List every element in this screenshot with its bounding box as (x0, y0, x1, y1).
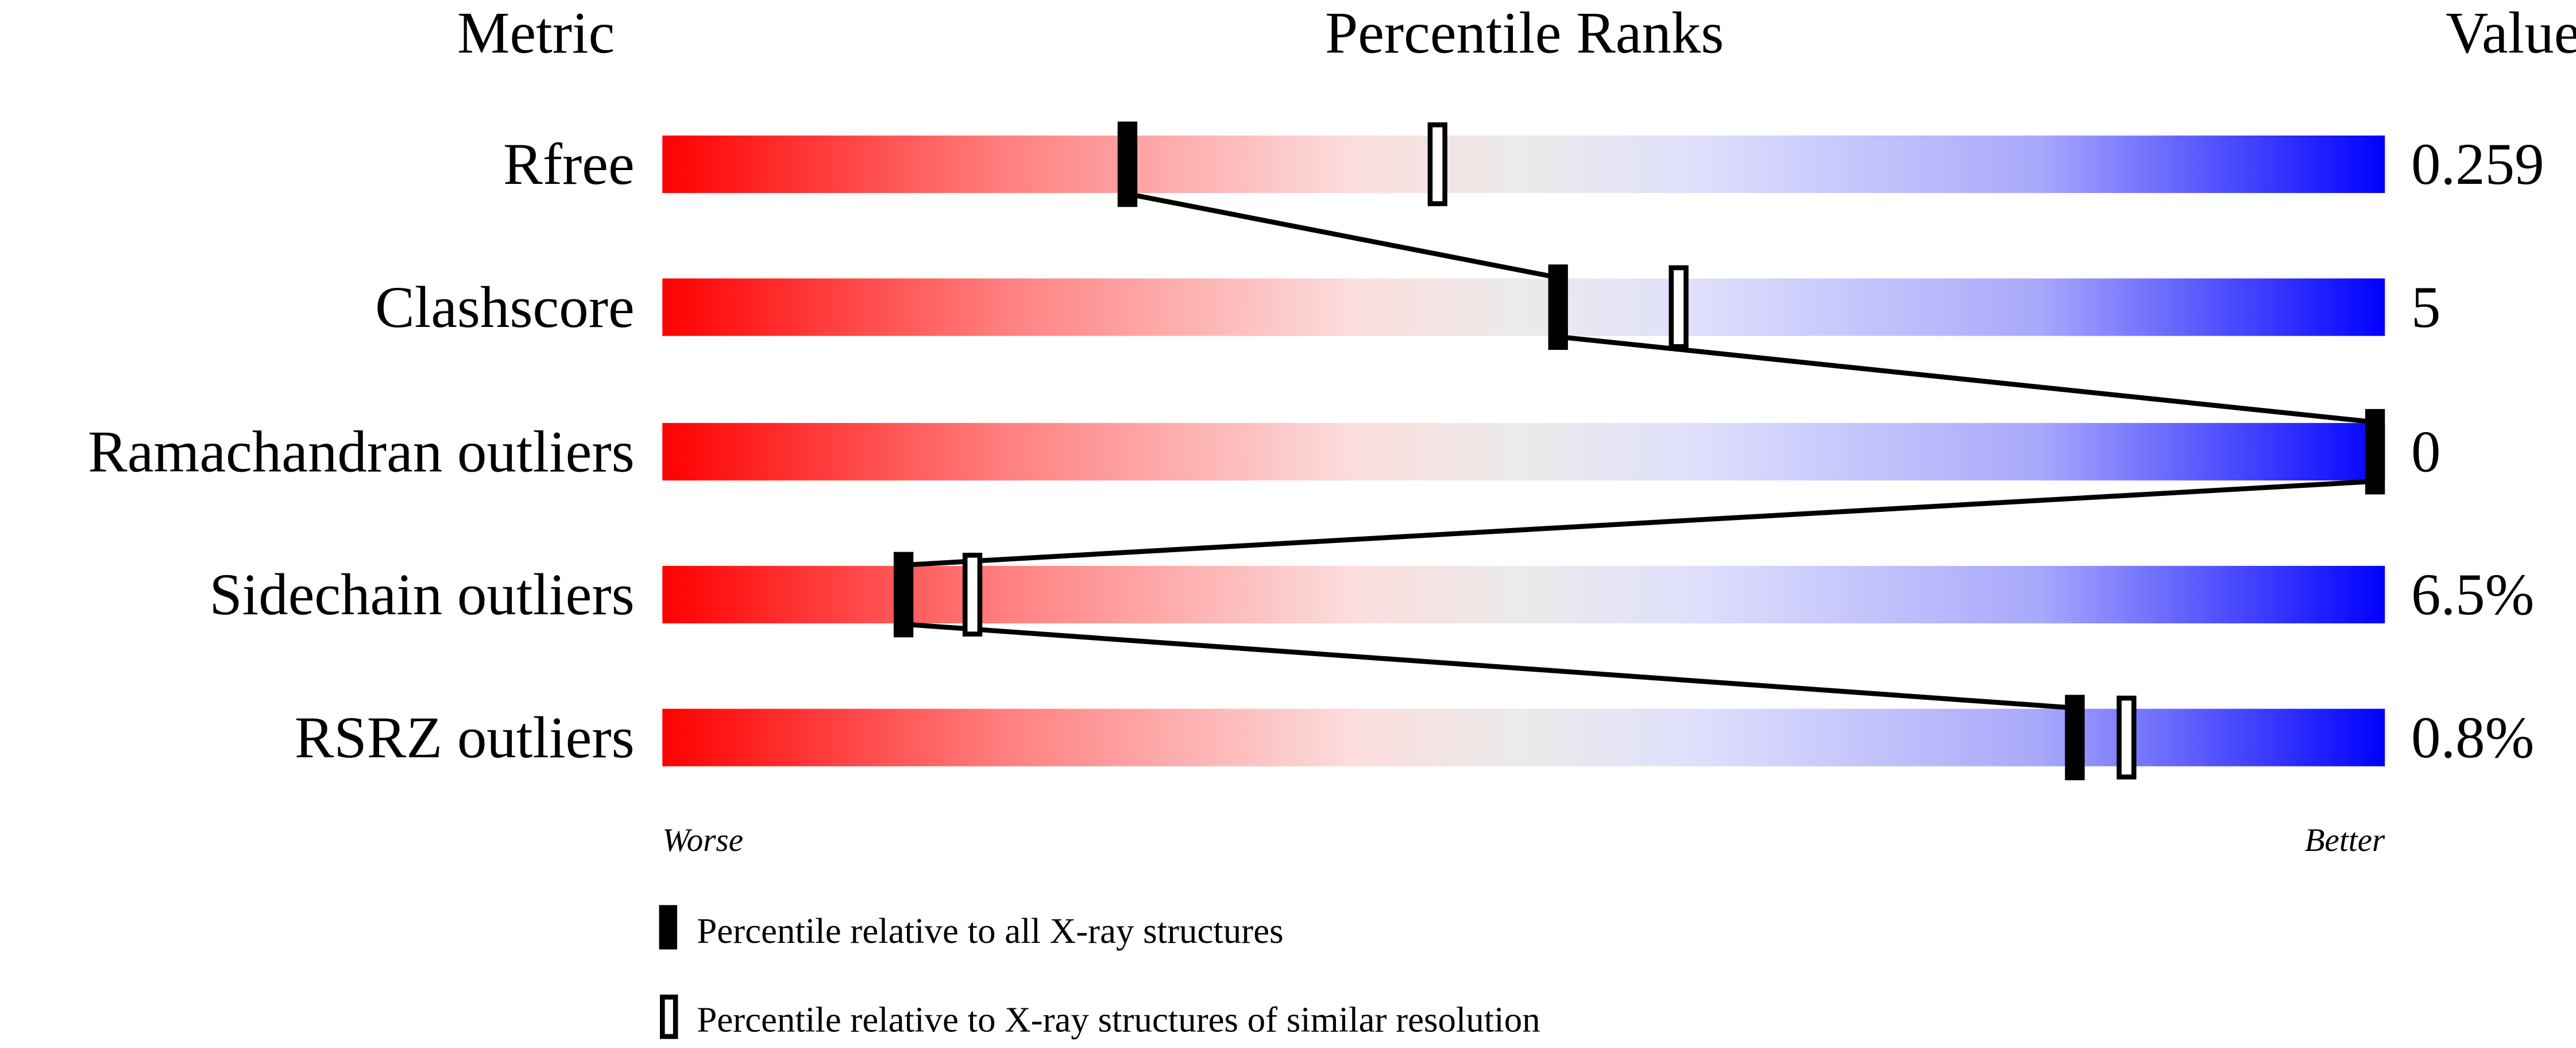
metric-label: RSRZ outliers (295, 705, 635, 770)
percentile-bar (662, 565, 2385, 623)
percentile-bar (662, 278, 2385, 336)
connector-line (903, 622, 2075, 711)
marker-similar-resolution (962, 553, 983, 637)
metric-value: 6.5% (2411, 562, 2534, 627)
connector-line (903, 479, 2376, 568)
metric-label: Clashscore (375, 275, 635, 340)
connector-line (1127, 191, 1559, 280)
marker-all-structures (1117, 121, 1138, 207)
legend-filled-label: Percentile relative to all X-ray structu… (697, 911, 1283, 951)
legend-filled-marker (659, 905, 677, 950)
metric-value: 0 (2411, 419, 2440, 485)
axis-label-worse: Worse (662, 822, 743, 858)
metric-label: Sidechain outliers (209, 562, 634, 627)
legend-open-label: Percentile relative to X-ray structures … (697, 999, 1540, 1039)
legend-open-marker (659, 995, 678, 1039)
marker-all-structures (893, 552, 914, 638)
percentile-bar (662, 708, 2385, 766)
metric-label: Ramachandran outliers (88, 419, 635, 485)
percentile-bar (662, 135, 2385, 193)
header-percentile-ranks: Percentile Ranks (1325, 0, 1724, 66)
metric-value: 0.8% (2411, 705, 2534, 770)
marker-similar-resolution (2117, 695, 2137, 780)
marker-all-structures (2065, 695, 2085, 780)
marker-all-structures (1548, 264, 1568, 350)
marker-similar-resolution (1669, 265, 1689, 349)
header-metric: Metric (457, 0, 615, 66)
header-value: Value (2446, 0, 2576, 66)
percentile-bar (662, 423, 2385, 481)
marker-similar-resolution (1427, 122, 1447, 206)
metric-value: 5 (2411, 275, 2440, 340)
metric-value: 0.259 (2411, 132, 2544, 197)
metric-label: Rfree (503, 132, 635, 197)
axis-label-better: Better (2305, 822, 2385, 858)
marker-all-structures (2365, 409, 2385, 495)
connector-line (1558, 334, 2376, 425)
